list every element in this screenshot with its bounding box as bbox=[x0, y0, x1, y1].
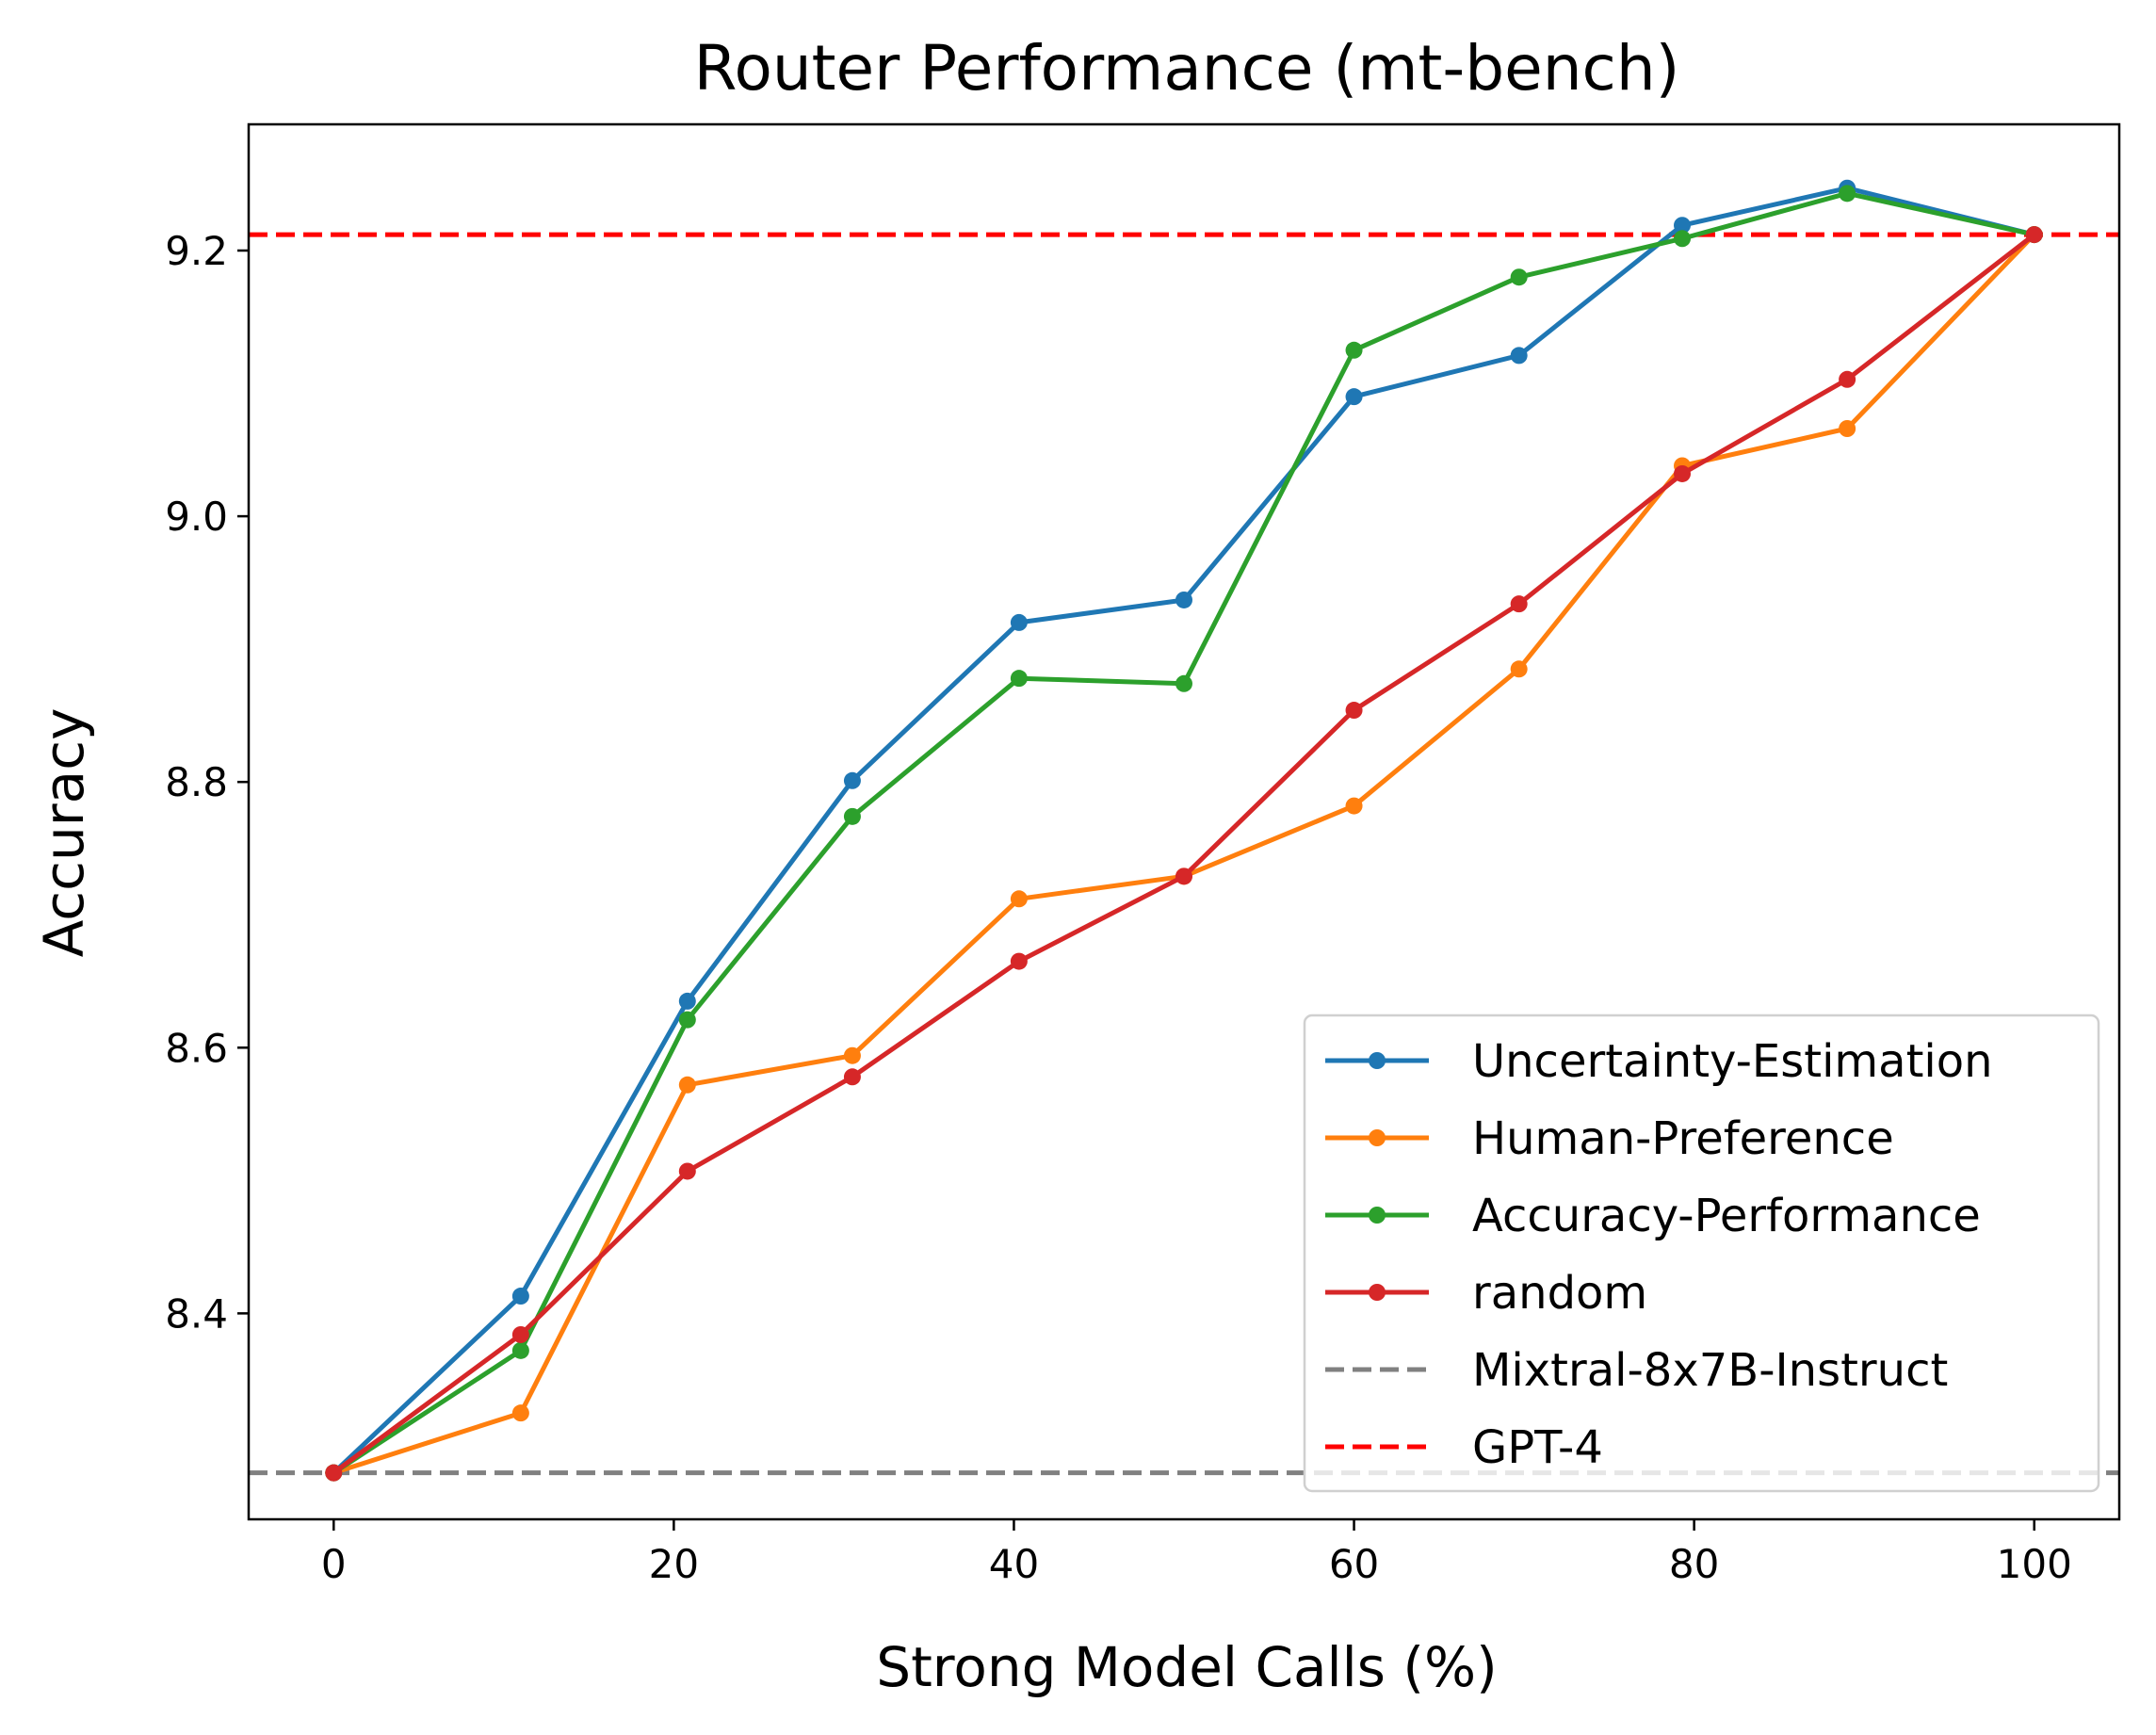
y-tick-label: 8.4 bbox=[165, 1290, 228, 1337]
data-point-random bbox=[1010, 952, 1028, 970]
legend-marker-human-preference bbox=[1369, 1129, 1386, 1146]
legend-label-mixtral-8x7b-instruct: Mixtral-8x7B-Instruct bbox=[1472, 1344, 1948, 1397]
data-point-random bbox=[1673, 464, 1691, 482]
x-tick-label: 80 bbox=[1669, 1541, 1719, 1587]
data-point-accuracy-performance bbox=[1010, 670, 1028, 688]
data-point-random bbox=[843, 1068, 861, 1086]
legend-marker-random bbox=[1369, 1284, 1386, 1301]
x-tick-label: 0 bbox=[321, 1541, 347, 1587]
data-point-accuracy-performance bbox=[1673, 230, 1691, 248]
legend-label-random: random bbox=[1472, 1267, 1647, 1320]
legend-label-accuracy-performance: Accuracy-Performance bbox=[1472, 1190, 1981, 1242]
data-point-accuracy-performance bbox=[1510, 268, 1528, 286]
data-point-human-preference bbox=[1010, 890, 1028, 908]
legend-label-gpt-4: GPT-4 bbox=[1472, 1421, 1603, 1474]
data-point-accuracy-performance bbox=[1345, 341, 1363, 359]
data-point-random bbox=[1345, 702, 1363, 720]
legend-marker-accuracy-performance bbox=[1369, 1207, 1386, 1224]
data-point-uncertainty-estimation bbox=[678, 992, 696, 1010]
data-point-human-preference bbox=[1345, 797, 1363, 815]
data-point-random bbox=[2025, 226, 2043, 244]
data-layer bbox=[249, 179, 2119, 1482]
x-tick-label: 60 bbox=[1329, 1541, 1379, 1587]
data-point-human-preference bbox=[843, 1046, 861, 1064]
x-tick-label: 100 bbox=[1997, 1541, 2072, 1587]
data-point-uncertainty-estimation bbox=[1175, 591, 1192, 608]
legend-label-uncertainty-estimation: Uncertainty-Estimation bbox=[1472, 1035, 1993, 1088]
data-point-human-preference bbox=[1510, 660, 1528, 678]
data-point-random bbox=[511, 1325, 529, 1343]
data-point-accuracy-performance bbox=[1175, 674, 1192, 692]
data-point-uncertainty-estimation bbox=[1345, 388, 1363, 406]
legend-box bbox=[1303, 1013, 2100, 1493]
data-point-accuracy-performance bbox=[511, 1341, 529, 1359]
y-tick-label: 8.8 bbox=[165, 759, 228, 805]
y-tick-label: 8.6 bbox=[165, 1025, 228, 1071]
legend: Uncertainty-Estimation Human-Preference Ac… bbox=[1303, 1013, 2100, 1493]
data-point-uncertainty-estimation bbox=[511, 1288, 529, 1305]
y-axis-label: Accuracy bbox=[32, 708, 96, 958]
x-tick-label: 40 bbox=[989, 1541, 1039, 1587]
data-point-random bbox=[325, 1464, 343, 1482]
y-tick-label: 9.0 bbox=[165, 494, 228, 540]
data-point-human-preference bbox=[678, 1076, 696, 1094]
data-point-accuracy-performance bbox=[843, 807, 861, 825]
data-point-random bbox=[1510, 595, 1528, 613]
legend-marker-uncertainty-estimation bbox=[1369, 1052, 1386, 1069]
data-point-uncertainty-estimation bbox=[1510, 347, 1528, 365]
data-point-accuracy-performance bbox=[678, 1011, 696, 1029]
data-point-uncertainty-estimation bbox=[1673, 217, 1691, 235]
data-point-uncertainty-estimation bbox=[843, 771, 861, 789]
data-point-random bbox=[1175, 868, 1192, 885]
y-tick-label: 9.2 bbox=[165, 228, 228, 274]
data-point-uncertainty-estimation bbox=[1010, 613, 1028, 631]
legend-label-human-preference: Human-Preference bbox=[1472, 1112, 1894, 1165]
data-point-human-preference bbox=[1839, 419, 1856, 437]
data-point-human-preference bbox=[511, 1404, 529, 1422]
data-point-accuracy-performance bbox=[1839, 185, 1856, 203]
axes-frame bbox=[247, 122, 2121, 1521]
plot-area: 0 20 40 60 80 100 8.4 8.6 8.8 9.0 9.2 bbox=[165, 122, 2121, 1587]
chart-title: Router Performance (mt-bench) bbox=[694, 32, 1680, 105]
x-tick-label: 20 bbox=[649, 1541, 699, 1587]
data-point-random bbox=[678, 1162, 696, 1180]
data-point-random bbox=[1839, 370, 1856, 388]
x-axis-label: Strong Model Calls (%) bbox=[876, 1635, 1498, 1699]
